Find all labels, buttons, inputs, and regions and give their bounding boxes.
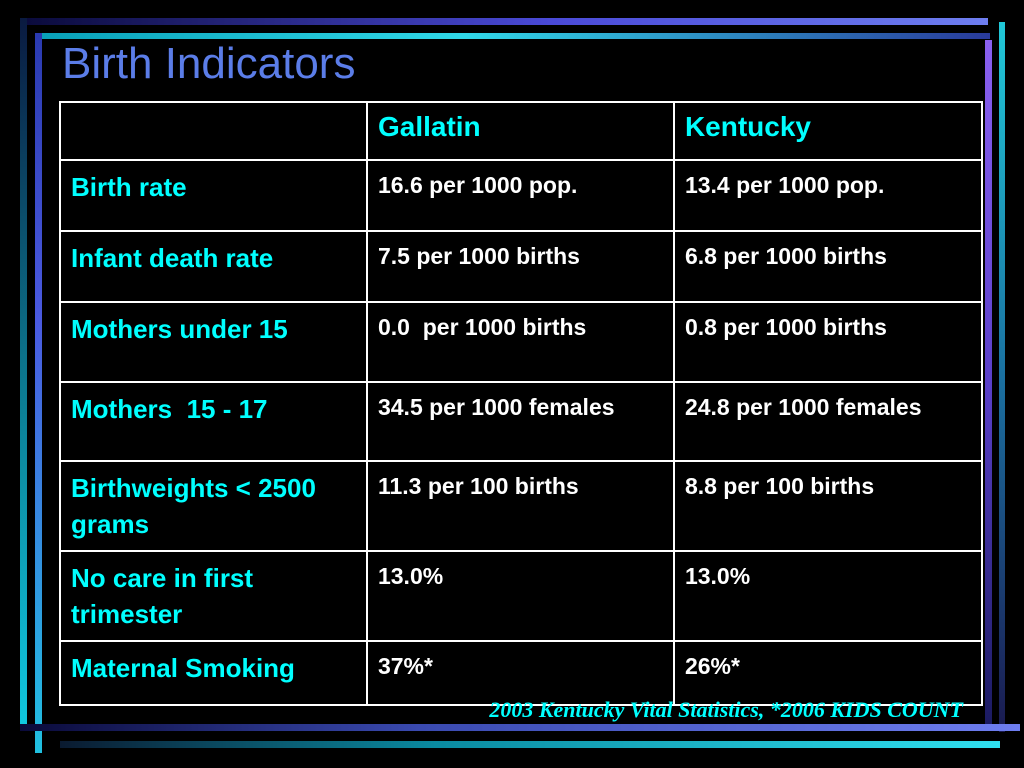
kentucky-value: 26%* [672,640,984,706]
kentucky-value: 13.4 per 1000 pop. [672,159,984,232]
kentucky-value: 6.8 per 1000 births [672,230,984,303]
birth-indicators-table: Gallatin Kentucky Birth rate 16.6 per 10… [59,101,984,706]
gallatin-value: 11.3 per 100 births [365,460,675,552]
gallatin-value: 7.5 per 1000 births [365,230,675,303]
frame-bar-bottom-inner [20,724,1020,731]
row-label: Birthweights < 2500 grams [59,460,368,552]
table-row: Maternal Smoking 37%* 26%* [59,640,984,706]
table-row: Mothers 15 - 17 34.5 per 1000 females 24… [59,381,984,462]
gallatin-value: 37%* [365,640,675,706]
kentucky-value: 24.8 per 1000 females [672,381,984,462]
slide-title: Birth Indicators [62,39,356,88]
frame-bar-bottom-outer [60,741,1000,748]
row-label: Birth rate [59,159,368,232]
row-label: No care in first trimester [59,550,368,642]
kentucky-value: 13.0% [672,550,984,642]
table-row: Infant death rate 7.5 per 1000 births 6.… [59,230,984,303]
row-label: Mothers 15 - 17 [59,381,368,462]
table-row: Birth rate 16.6 per 1000 pop. 13.4 per 1… [59,159,984,232]
frame-bar-top-outer [20,18,988,25]
header-kentucky: Kentucky [672,101,984,161]
frame-bar-right-inner [985,40,992,730]
table-row: Mothers under 15 0.0 per 1000 births 0.8… [59,301,984,383]
frame-bar-left-outer [20,18,27,726]
kentucky-value: 0.8 per 1000 births [672,301,984,383]
frame-bar-top-inner [35,33,990,39]
table-row: No care in first trimester 13.0% 13.0% [59,550,984,642]
frame-bar-left-inner [35,33,42,753]
kentucky-value: 8.8 per 100 births [672,460,984,552]
gallatin-value: 0.0 per 1000 births [365,301,675,383]
header-gallatin: Gallatin [365,101,675,161]
row-label: Mothers under 15 [59,301,368,383]
table-row: Birthweights < 2500 grams 11.3 per 100 b… [59,460,984,552]
gallatin-value: 34.5 per 1000 females [365,381,675,462]
frame-bar-right-outer [999,22,1005,732]
row-label: Maternal Smoking [59,640,368,706]
row-label: Infant death rate [59,230,368,303]
gallatin-value: 13.0% [365,550,675,642]
source-note: 2003 Kentucky Vital Statistics, *2006 KI… [489,697,963,722]
header-empty-cell [59,101,368,161]
gallatin-value: 16.6 per 1000 pop. [365,159,675,232]
table-header-row: Gallatin Kentucky [59,101,984,161]
